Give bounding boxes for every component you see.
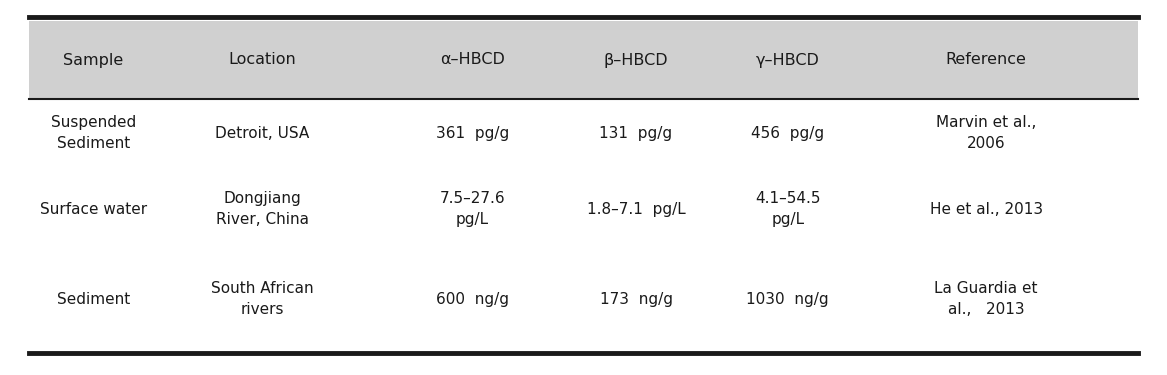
Text: γ–HBCD: γ–HBCD: [756, 53, 819, 68]
Text: 456  pg/g: 456 pg/g: [752, 126, 824, 141]
Text: α–HBCD: α–HBCD: [440, 53, 505, 68]
Text: 173  ng/g: 173 ng/g: [600, 292, 672, 307]
Text: 4.1–54.5
pg/L: 4.1–54.5 pg/L: [755, 191, 820, 227]
Text: β–HBCD: β–HBCD: [603, 53, 669, 68]
Text: Suspended
Sediment: Suspended Sediment: [50, 116, 137, 151]
Text: 361  pg/g: 361 pg/g: [436, 126, 509, 141]
Text: Dongjiang
River, China: Dongjiang River, China: [216, 191, 309, 227]
Text: La Guardia et
al.,   2013: La Guardia et al., 2013: [935, 281, 1037, 317]
Text: South African
rivers: South African rivers: [211, 281, 314, 317]
Text: Marvin et al.,
2006: Marvin et al., 2006: [936, 116, 1036, 151]
Text: He et al., 2013: He et al., 2013: [930, 202, 1042, 217]
Text: Reference: Reference: [945, 53, 1027, 68]
Text: 600  ng/g: 600 ng/g: [436, 292, 509, 307]
Text: Sample: Sample: [63, 53, 124, 68]
Text: 7.5–27.6
pg/L: 7.5–27.6 pg/L: [440, 191, 505, 227]
Text: Detroit, USA: Detroit, USA: [216, 126, 309, 141]
Bar: [29, 21, 1138, 99]
Text: Surface water: Surface water: [40, 202, 147, 217]
Text: 131  pg/g: 131 pg/g: [600, 126, 672, 141]
Text: 1.8–7.1  pg/L: 1.8–7.1 pg/L: [587, 202, 685, 217]
Text: 1030  ng/g: 1030 ng/g: [747, 292, 829, 307]
Text: Sediment: Sediment: [57, 292, 130, 307]
Text: Location: Location: [229, 53, 296, 68]
